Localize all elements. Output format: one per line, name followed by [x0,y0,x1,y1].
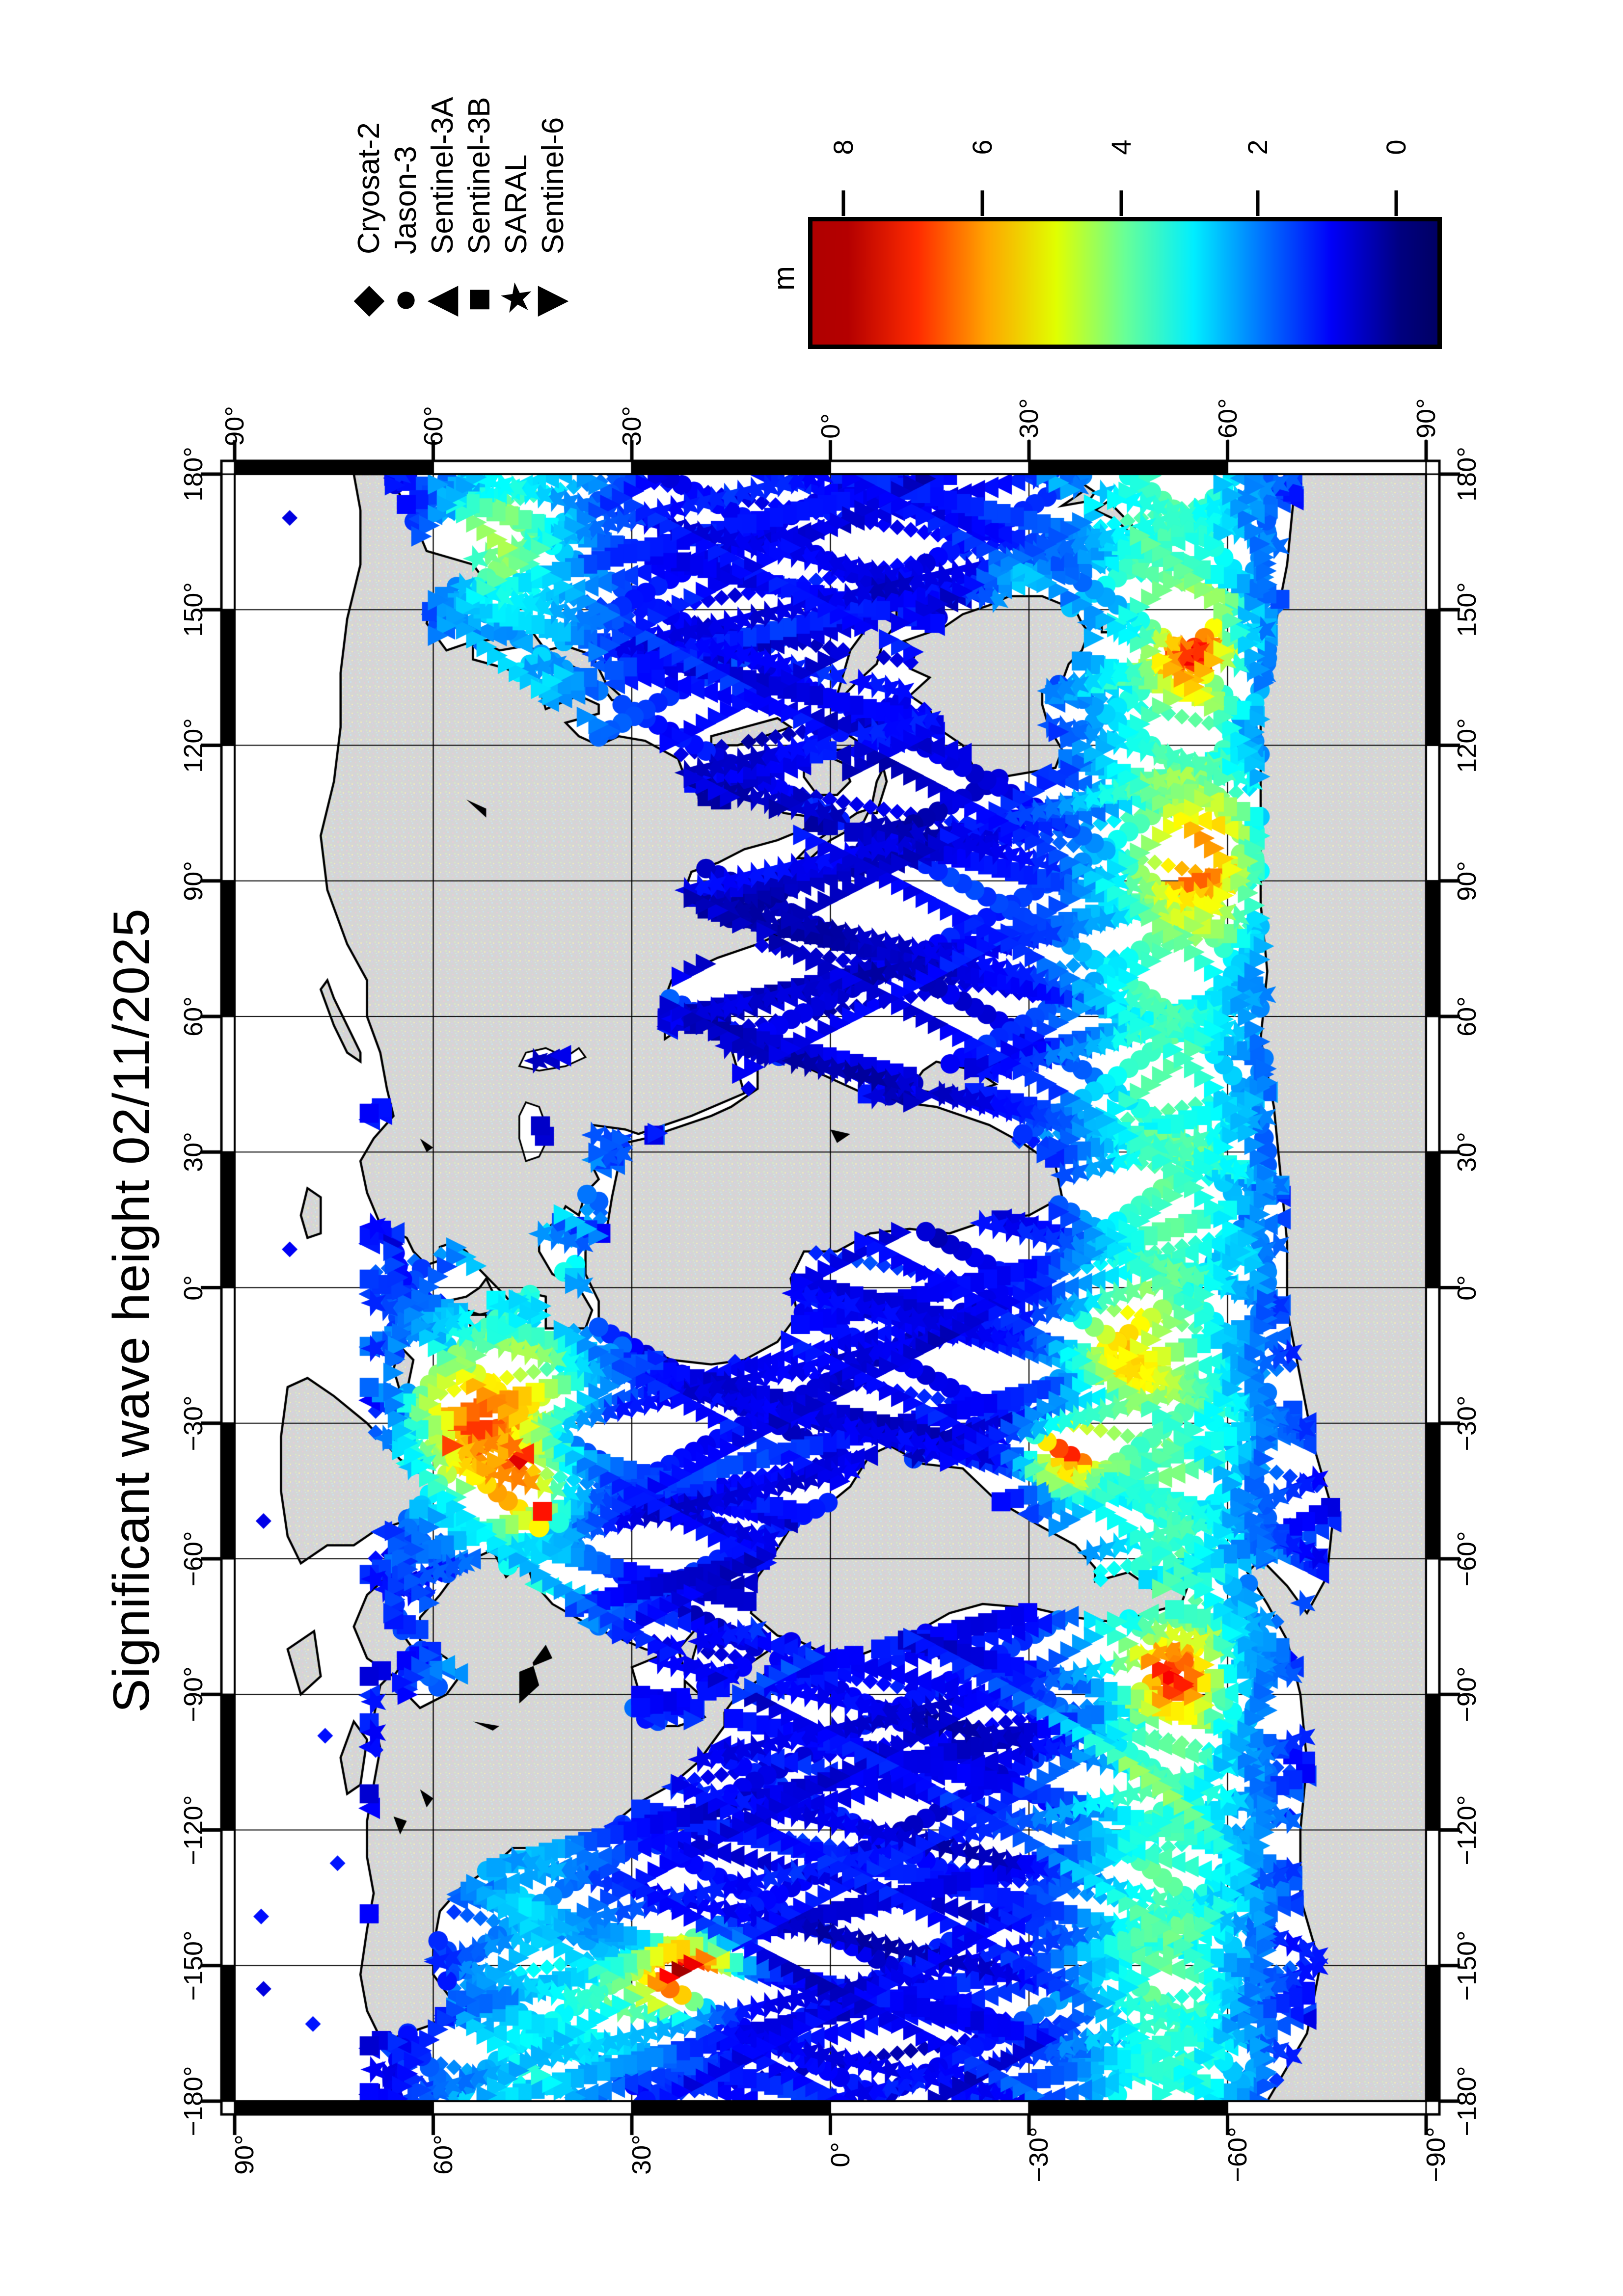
lon-label-left-5: 30° [179,1132,208,1173]
lon-label-right-4: 60° [1452,996,1482,1037]
lon-label-left-8: −60° [179,1531,208,1587]
legend-label-cryosat-2: Cryosat-2 [352,122,386,254]
legend-label-sentinel-3b: Sentinel-3B [462,97,496,254]
lat-label-bottom-6: −90° [1421,2127,1451,2183]
lon-label-left-0: 180° [179,447,208,502]
lon-label-right-8: −60° [1452,1531,1482,1587]
lon-label-right-0: 180° [1452,447,1482,502]
lon-label-left-1: 150° [179,582,208,638]
lat-label-bottom-2: 30° [627,2135,656,2175]
colorbar-tick-label-0: 0 [1380,139,1411,155]
lat-label-top-2: 30° [617,406,647,446]
lon-label-right-6: 0° [1452,1275,1482,1301]
diamond-icon: ◆ [353,276,385,320]
square-icon: ■ [467,276,492,320]
legend-label-jason-3: Jason-3 [389,146,423,254]
legend-label-sentinel-6: Sentinel-6 [536,117,570,254]
lon-label-right-10: −120° [1452,1794,1482,1866]
colorbar-tick-label-4: 4 [1106,139,1136,155]
lon-label-left-12: −180° [179,2066,208,2136]
legend-label-saral: SARAL [499,154,533,254]
lat-label-top-1: 60° [418,406,448,446]
colorbar-tick-label-6: 6 [967,139,998,155]
lon-label-left-10: −120° [179,1794,208,1866]
lat-label-bottom-5: −60° [1222,2127,1252,2183]
lat-label-bottom-1: 60° [428,2135,458,2175]
colorbar-tick [1256,190,1260,216]
lon-label-right-5: 30° [1452,1132,1482,1173]
colorbar [808,217,1442,349]
triangle-right-icon: ▶ [538,276,569,320]
triangle-left-icon: ◀ [427,276,459,320]
lon-label-left-11: −150° [179,1930,208,2001]
legend-label-sentinel-3a: Sentinel-3A [426,97,460,254]
lon-label-right-11: −150° [1452,1930,1482,2001]
lon-label-right-9: −90° [1452,1666,1482,1722]
lon-label-left-6: 0° [179,1275,208,1301]
lat-label-top-5: −60° [1213,398,1243,454]
colorbar-tick [841,190,845,216]
colorbar-tick [980,190,984,216]
lat-label-bottom-4: −30° [1024,2127,1054,2183]
lon-label-left-4: 60° [179,996,208,1037]
circle-icon: ● [394,276,418,320]
lon-label-right-3: 90° [1452,860,1482,901]
lat-label-bottom-3: 0° [825,2142,855,2167]
lat-label-top-3: 0° [815,413,845,439]
lon-label-left-7: −30° [179,1395,208,1451]
lat-label-bottom-0: 90° [230,2135,259,2175]
lon-label-right-1: 150° [1452,582,1482,638]
lat-label-top-4: −30° [1014,398,1044,454]
lon-label-right-2: 120° [1452,718,1482,773]
colorbar-tick-label-8: 8 [828,139,859,155]
lon-label-right-12: −180° [1452,2066,1482,2136]
lon-label-left-3: 90° [179,860,208,901]
star-icon: ★ [491,276,541,320]
lat-label-top-0: 90° [220,406,249,446]
lat-label-top-6: −90° [1411,398,1441,454]
page-title: Significant wave height 02/11/2025 [103,908,160,1713]
lon-label-left-9: −90° [179,1666,208,1722]
lon-label-right-7: −30° [1452,1395,1482,1451]
colorbar-tick [1394,190,1398,216]
colorbar-tick [1119,190,1123,216]
colorbar-unit-label: m [767,266,800,291]
lon-label-left-2: 120° [179,718,208,773]
colorbar-tick-label-2: 2 [1242,139,1273,155]
